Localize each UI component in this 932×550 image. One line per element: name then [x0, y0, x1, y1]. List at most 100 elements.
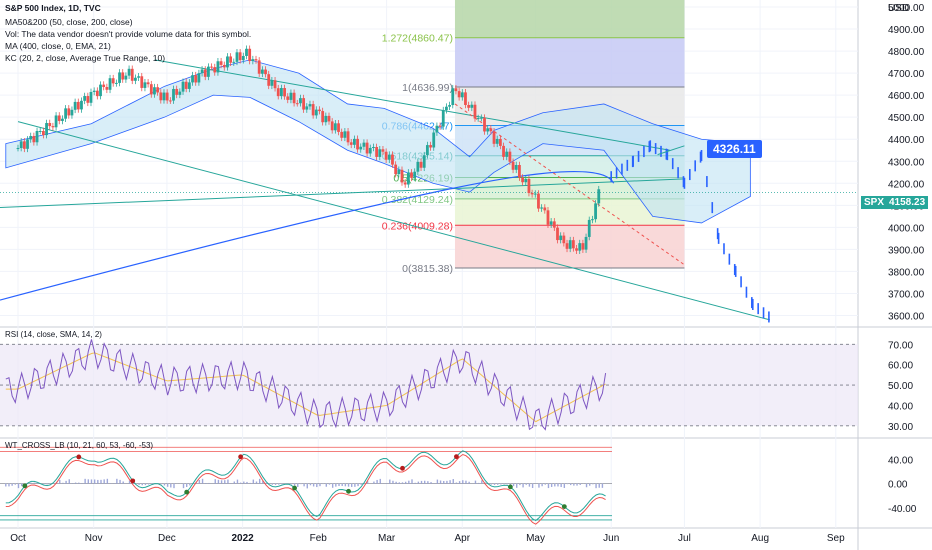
- candle-body: [19, 141, 23, 149]
- candle-body: [48, 123, 52, 127]
- candle-body: [264, 69, 267, 75]
- candle-body: [124, 75, 128, 80]
- candle-body: [207, 66, 210, 77]
- candle-body: [299, 98, 302, 104]
- candle-body: [591, 219, 594, 221]
- symbol-title: S&P 500 Index, 1D, TVC: [5, 3, 101, 13]
- x-tick-label: Mar: [378, 533, 396, 544]
- candle-body: [375, 146, 379, 157]
- candle-body: [438, 125, 442, 127]
- candle-body: [137, 76, 140, 78]
- candle-body: [333, 123, 337, 131]
- candle-body: [441, 110, 445, 127]
- candle-body: [540, 207, 544, 209]
- wt-cross-dot: [292, 485, 297, 491]
- candle-body: [305, 106, 309, 110]
- candle-body: [232, 61, 236, 63]
- wt1-line: [5, 450, 606, 522]
- wt-cross-dot: [184, 489, 190, 495]
- candle-body: [267, 74, 271, 86]
- volume-legend: Vol: The data vendor doesn't provide vol…: [5, 29, 252, 39]
- candle-body: [283, 88, 286, 97]
- candle-body: [416, 161, 420, 172]
- candle-body: [559, 235, 563, 241]
- candle-body: [432, 132, 436, 148]
- candle-body: [454, 88, 458, 92]
- candle-body: [365, 142, 369, 154]
- candle-body: [245, 48, 248, 56]
- candle-body: [99, 84, 102, 97]
- keltner-channel: [5, 59, 751, 224]
- candle-body: [295, 103, 299, 105]
- candle-body: [492, 131, 496, 144]
- candle-body: [473, 104, 477, 119]
- wt-cross-dot: [346, 488, 351, 494]
- candle-body: [302, 98, 306, 110]
- candle-body: [359, 146, 363, 150]
- candle-body: [254, 59, 258, 61]
- candle-body: [92, 90, 96, 92]
- y-tick-label: 4600.00: [888, 91, 925, 102]
- candle-body: [181, 81, 185, 92]
- x-tick-label: Jul: [678, 533, 691, 544]
- rsi-tick-label: 40.00: [888, 401, 913, 412]
- candle-body: [524, 178, 528, 183]
- candle-body: [391, 154, 394, 165]
- candle-body: [530, 193, 534, 195]
- candle-body: [378, 149, 382, 157]
- candle-body: [597, 189, 601, 204]
- candle-body: [495, 138, 499, 144]
- candle-body: [451, 88, 455, 106]
- fib-level-label: 1.272(4860.47): [382, 33, 453, 45]
- candle-body: [140, 76, 144, 88]
- wt-cross-dot: [130, 478, 136, 484]
- last-price-tag: 4158.23: [886, 196, 929, 209]
- candle-body: [200, 69, 204, 74]
- candle-body: [276, 88, 280, 97]
- candle-body: [543, 207, 547, 211]
- currency-label: USD: [888, 3, 910, 14]
- candle-body: [368, 147, 372, 154]
- candle-body: [67, 108, 71, 116]
- y-tick-label: 5000.00: [888, 3, 925, 14]
- x-tick-label: Apr: [455, 533, 471, 544]
- candle-body: [502, 145, 505, 157]
- candle-body: [178, 91, 182, 95]
- candle-body: [29, 135, 33, 140]
- candle-body: [362, 142, 366, 147]
- candle-body: [175, 88, 179, 95]
- fib-zone: [454, 37, 685, 87]
- candle-body: [410, 172, 413, 178]
- support-trendline: [0, 178, 685, 209]
- candle-body: [191, 75, 194, 83]
- x-tick-label: Dec: [158, 533, 176, 544]
- candle-body: [61, 118, 64, 121]
- x-tick-label: Jun: [603, 533, 619, 544]
- wt-cross-dot: [238, 454, 244, 460]
- candle-body: [280, 88, 283, 97]
- candle-body: [86, 96, 90, 103]
- candle-body: [226, 56, 229, 68]
- candle-body: [118, 72, 121, 83]
- candle-body: [168, 100, 172, 102]
- wt-tick-label: -40.00: [888, 504, 917, 515]
- candle-body: [153, 87, 156, 95]
- candle-body: [324, 115, 328, 123]
- candle-body: [251, 59, 255, 62]
- y-tick-label: 3700.00: [888, 289, 925, 300]
- candle-body: [35, 131, 39, 143]
- lower-trendline: [17, 121, 771, 321]
- candle-body: [578, 243, 582, 251]
- candle-body: [343, 131, 347, 138]
- candle-body: [80, 100, 83, 110]
- wt-cross-dot: [561, 504, 567, 510]
- y-tick-label: 3900.00: [888, 245, 925, 256]
- wt-cross-dot: [454, 454, 459, 460]
- candle-body: [549, 221, 553, 225]
- candle-body: [552, 221, 556, 228]
- candle-body: [165, 92, 169, 101]
- candle-body: [260, 69, 264, 74]
- candle-body: [568, 240, 572, 249]
